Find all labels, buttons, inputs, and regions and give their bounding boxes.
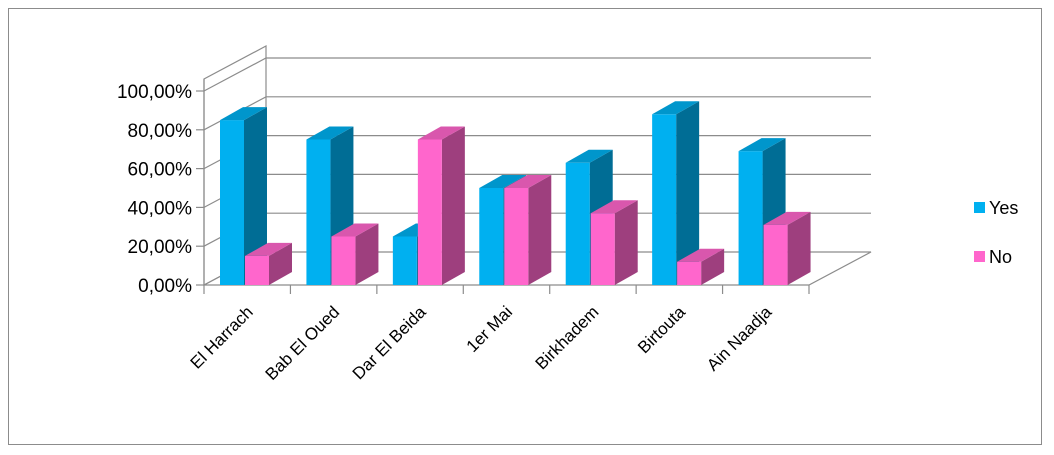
bar-top-face (245, 242, 292, 256)
bar-no (331, 223, 379, 285)
x-tick-labels: El Harrach Bab El Oued Dar El Beida 1er Mai… (187, 302, 776, 384)
bar-front-face (245, 255, 269, 285)
bar-top-face (677, 248, 725, 262)
bar-side-face (528, 175, 552, 285)
bar-front-face (479, 188, 504, 285)
legend-label: No (989, 247, 1012, 267)
bar-top-face (479, 175, 527, 188)
bar-side-face (441, 126, 465, 285)
bar-no (677, 248, 725, 285)
y-tick-label: 0,00% (138, 276, 192, 297)
y-tick-label: 40,00% (128, 198, 193, 219)
bar-top-face (652, 101, 700, 115)
x-tick-label: El Harrach (187, 302, 257, 372)
x-tick-label: Ain Naadja (703, 302, 776, 375)
bar-front-face (504, 188, 529, 285)
y-tick-label: 20,00% (128, 237, 193, 258)
bar-no (590, 200, 638, 285)
legend-item: Yes (974, 198, 1018, 218)
bar-yes (652, 101, 700, 285)
bar-no (504, 175, 552, 285)
bar-front-face (417, 139, 442, 285)
bar-top-face (763, 211, 811, 225)
bar-side-face (614, 200, 638, 285)
gridline (203, 96, 871, 131)
axes (196, 79, 810, 294)
bar-front-face (652, 114, 677, 285)
legend-swatch (974, 202, 985, 213)
bar-front-face (738, 151, 763, 285)
legend: Yes No (974, 198, 1018, 267)
bar-front-face (565, 162, 590, 285)
chart-canvas: 0,00% 20,00% 40,00% 60,00% 80,00% 100,00% El … (117, 45, 1018, 384)
bar-front-face (590, 213, 615, 285)
x-tick-label: Dar El Beida (349, 302, 430, 383)
bar-no (417, 126, 465, 285)
bars (220, 101, 811, 285)
bar-top-face (331, 223, 379, 237)
gridline (203, 57, 871, 92)
bar-front-face (763, 224, 788, 285)
bar-front-face (677, 261, 702, 285)
bar-side-face (244, 107, 267, 285)
x-tick-label: Birtouta (634, 302, 689, 357)
legend-label: Yes (989, 198, 1018, 218)
bar-top-face (417, 126, 465, 140)
bar-no (245, 242, 292, 285)
bar-front-face (392, 236, 417, 285)
bar-side-face (355, 223, 379, 285)
bar-side-face (701, 248, 725, 285)
bar-side-face (269, 242, 292, 285)
x-tick-label: 1er Mai (463, 302, 517, 356)
bar-front-face (220, 120, 244, 285)
y-tick-label: 80,00% (128, 121, 193, 142)
bar-front-face (331, 236, 356, 285)
bar-side-face (787, 211, 811, 285)
x-tick-label: Bab El Oued (262, 302, 344, 384)
bar-top-face (306, 126, 354, 140)
legend-item: No (974, 247, 1012, 267)
bar-top-face (738, 138, 786, 152)
bar-top-face (565, 149, 613, 163)
y-tick-label: 100,00% (117, 82, 192, 103)
chart-frame: 0,00% 20,00% 40,00% 60,00% 80,00% 100,00% El … (8, 8, 1042, 445)
legend-swatch (974, 251, 985, 262)
y-tick-labels: 0,00% 20,00% 40,00% 60,00% 80,00% 100,00% (117, 82, 192, 297)
bar-top-face (220, 107, 267, 121)
bar-top-face (504, 175, 552, 188)
bar-no (763, 211, 811, 285)
bar-side-face (676, 101, 700, 285)
bar-yes (220, 107, 267, 285)
bar-front-face (306, 139, 331, 285)
x-tick-label: Birkhadem (532, 302, 603, 373)
bar-top-face (590, 200, 638, 214)
y-tick-label: 60,00% (128, 160, 193, 181)
